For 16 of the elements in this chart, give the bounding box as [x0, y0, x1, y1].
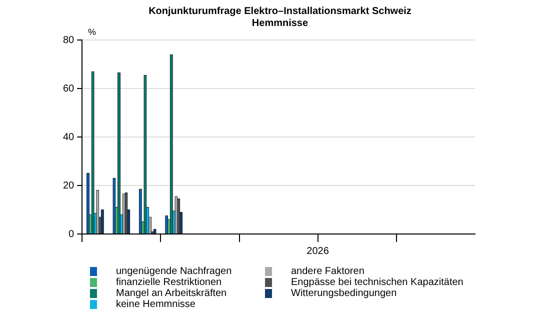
y-tick-label: 80 — [63, 34, 75, 46]
y-tick-label: 40 — [63, 132, 75, 143]
legend-label: finanzielle Restriktionen — [116, 277, 222, 288]
legend-label: ungenügende Nachfragen — [116, 266, 232, 277]
legend-label: keine Hemmnisse — [116, 299, 196, 310]
chart-subtitle: Hemmnisse — [252, 18, 308, 29]
chart-title: Konjunkturumfrage Elektro–Installationsmarkt Schweiz — [148, 6, 412, 18]
y-tick-label: 0 — [68, 228, 75, 240]
y-tick-label: 20 — [63, 180, 75, 192]
legend-label: andere Faktoren — [291, 266, 364, 277]
y-tick-label: 60 — [63, 83, 75, 94]
legend-label: Witterungsbedingungen — [291, 288, 397, 299]
x-tick-label: 2026 — [306, 246, 330, 257]
legend-label: Engpässe bei technischen Kapazitäten — [291, 277, 464, 288]
legend-label: Mangel an Arbeitskräften — [116, 288, 227, 299]
y-axis-title: % — [87, 27, 98, 38]
